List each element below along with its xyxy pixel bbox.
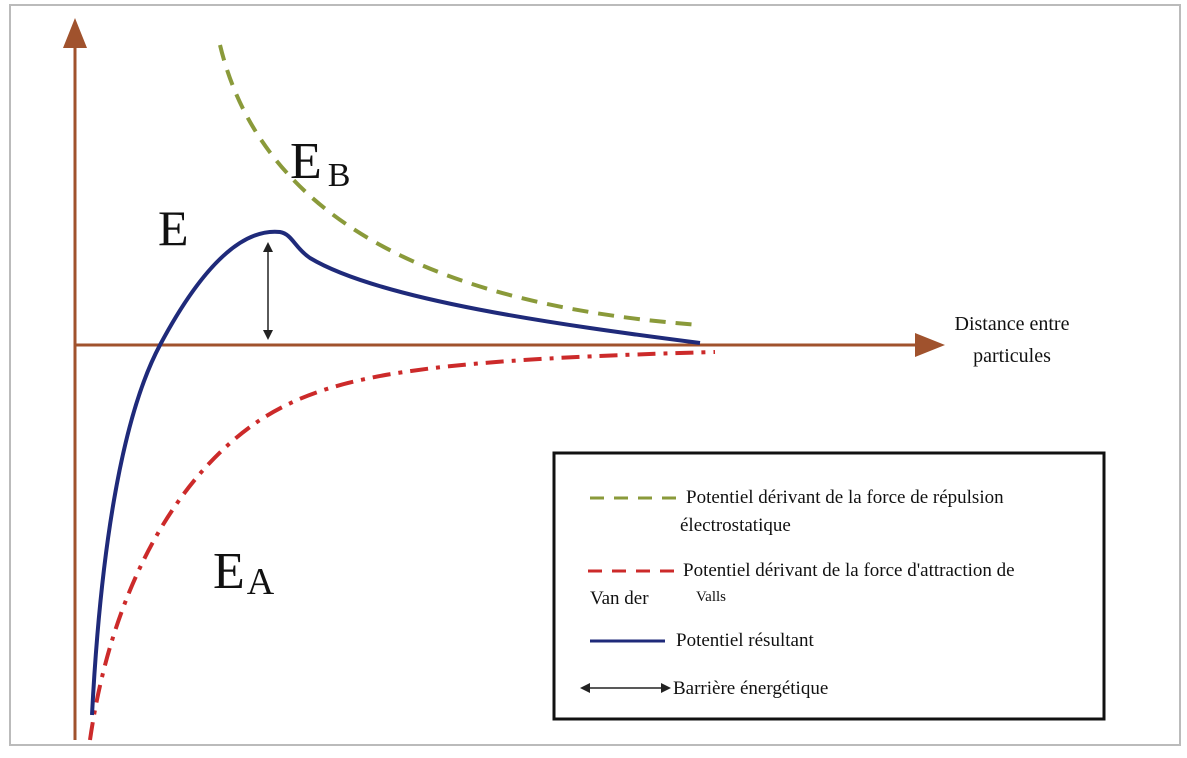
resultant-curve — [90, 229, 701, 716]
curve-subscript: A — [247, 561, 275, 603]
legend-text: Potentiel dérivant de la force d'attract… — [683, 560, 1015, 581]
y-axis-arrow — [63, 18, 87, 48]
x-axis-arrow — [915, 333, 945, 357]
curve-label: E — [290, 133, 322, 190]
curve-label: E — [158, 200, 189, 256]
legend-text: Potentiel résultant — [676, 630, 814, 651]
legend-text: Valls — [696, 589, 726, 605]
curve-label: EA — [213, 543, 275, 603]
x-axis-label: Distance entre — [955, 313, 1070, 335]
legend — [552, 451, 1106, 721]
repulsion-curve — [218, 44, 701, 327]
x-axis-label: particules — [973, 345, 1051, 367]
attraction-curve — [88, 350, 716, 741]
curve-subscript: B — [328, 157, 351, 194]
legend-text: Potentiel dérivant de la force de répuls… — [686, 487, 1004, 508]
curve-label: E — [213, 543, 245, 600]
legend-text: Barrière énergétique — [673, 678, 828, 699]
legend-text: électrostatique — [680, 515, 791, 536]
legend-text: Van der — [590, 588, 649, 609]
